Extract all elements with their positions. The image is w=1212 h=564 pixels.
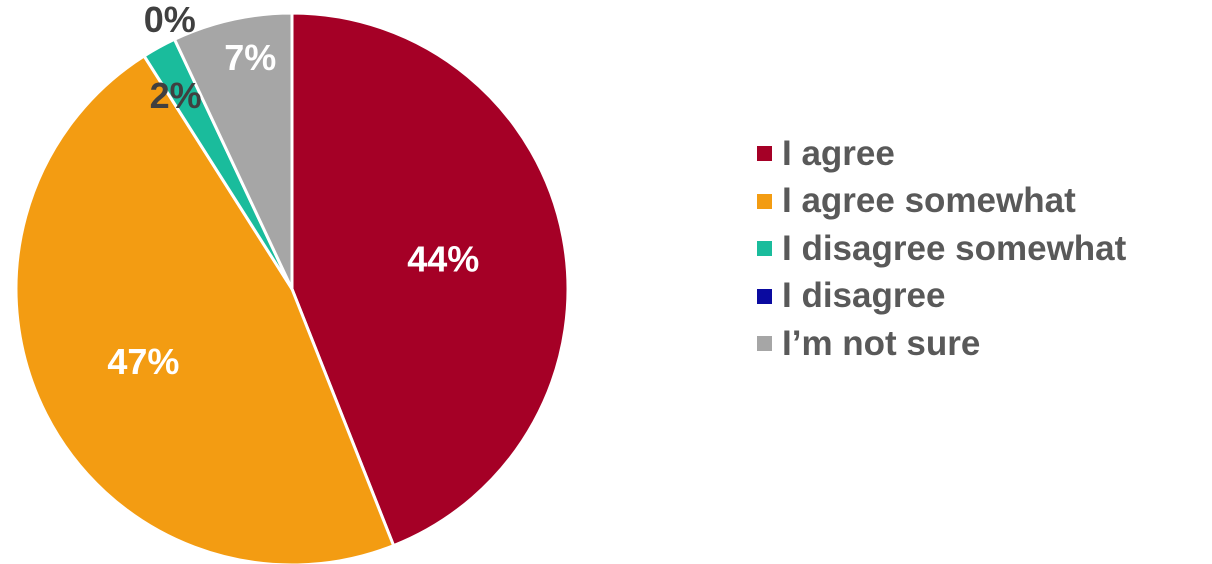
data-label-i-disagree: 0%	[144, 0, 196, 40]
legend: I agree I agree somewhat I disagree some…	[757, 130, 1126, 368]
legend-label-i-agree-somewhat: I agree somewhat	[782, 181, 1076, 221]
legend-label-i-disagree-somewhat: I disagree somewhat	[782, 228, 1127, 268]
pie-slice-i-agree-somewhat	[14, 54, 396, 564]
legend-item-i-disagree: I disagree	[757, 273, 1126, 321]
legend-label-i-agree: I agree	[782, 133, 895, 173]
data-label-i-agree: 44%	[407, 239, 479, 280]
pie-chart: 44% 47% 2% 0% 7%	[14, 0, 570, 564]
legend-swatch-i-agree	[757, 146, 772, 162]
legend-swatch-i-agree-somewhat	[757, 193, 772, 209]
data-label-i-agree-somewhat: 47%	[107, 341, 179, 382]
legend-label-i-disagree: I disagree	[782, 276, 946, 316]
legend-item-i-agree: I agree	[757, 130, 1126, 178]
legend-item-i-agree-somewhat: I agree somewhat	[757, 178, 1126, 226]
data-label-i-disagree-somewhat: 2%	[150, 75, 202, 116]
pie-slice-i-agree	[290, 11, 570, 548]
legend-swatch-i-disagree	[757, 288, 772, 304]
legend-item-i-disagree-somewhat: I disagree somewhat	[757, 225, 1126, 273]
legend-item-im-not-sure: I’m not sure	[757, 320, 1126, 368]
legend-swatch-i-disagree-somewhat	[757, 241, 772, 257]
legend-label-im-not-sure: I’m not sure	[782, 323, 981, 363]
pie-slice-i-m-not-sure	[172, 11, 294, 291]
data-label-i-m-not-sure: 7%	[224, 37, 276, 78]
legend-swatch-im-not-sure	[757, 336, 772, 352]
